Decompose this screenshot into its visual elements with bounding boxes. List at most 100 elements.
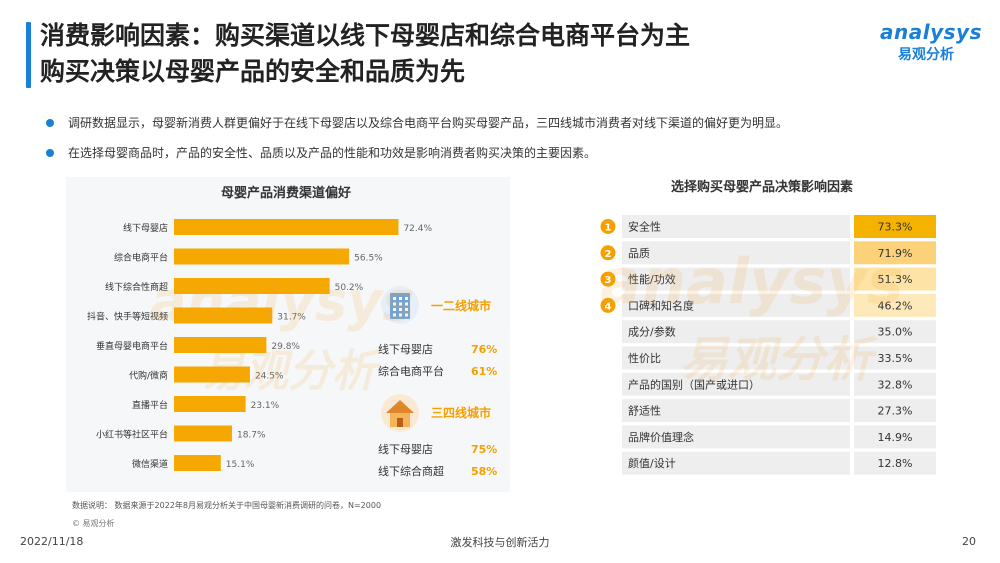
icon-window xyxy=(405,308,408,311)
factor-label: 舒适性 xyxy=(628,404,661,418)
chart-title: 母婴产品消费渠道偏好 xyxy=(221,185,351,201)
bar xyxy=(174,219,399,235)
bar xyxy=(174,307,273,324)
page-number: 20 xyxy=(962,535,976,548)
tick-label: 综合电商平台 xyxy=(114,252,168,264)
value-cell-bg xyxy=(854,267,936,291)
value-cell-bg xyxy=(854,346,936,370)
callout-row-label: 综合电商平台 xyxy=(378,364,444,378)
value-cell-bg xyxy=(854,399,936,423)
bullet-item: 在选择母婴商品时，产品的安全性、品质以及产品的性能和功效是影响消费者购买决策的主… xyxy=(46,144,788,174)
factor-label: 性能/功效 xyxy=(628,272,676,286)
table-row-bg xyxy=(622,346,850,370)
callout-title: 三四线城市 xyxy=(431,405,491,420)
data-label: 15.1% xyxy=(226,460,255,470)
bar xyxy=(174,337,267,353)
data-label: 23.1% xyxy=(251,401,280,411)
factor-value: 33.5% xyxy=(878,352,913,365)
data-label: 50.2% xyxy=(335,283,364,293)
value-cell-bg xyxy=(854,425,936,449)
factor-label: 品质 xyxy=(628,247,650,260)
value-cell-bg xyxy=(854,372,936,396)
callout-row-label: 线下母婴店 xyxy=(378,442,433,456)
copyright: © 易观分析 xyxy=(72,519,115,528)
factor-value: 14.9% xyxy=(878,431,913,444)
factor-value: 32.8% xyxy=(878,378,913,391)
factor-value: 12.8% xyxy=(878,457,913,470)
chart-title: 选择购买母婴产品决策影响因素 xyxy=(671,179,853,195)
factor-label: 品牌价值理念 xyxy=(628,430,694,444)
tick-label: 微信渠道 xyxy=(132,458,168,470)
callout-row-value: 61% xyxy=(471,365,497,378)
rank-badge xyxy=(600,245,616,261)
callout-row-value: 76% xyxy=(471,343,497,356)
bar xyxy=(174,455,221,471)
page-title: 消费影响因素：购买渠道以线下母婴店和综合电商平台为主 购买决策以母婴产品的安全和… xyxy=(40,18,690,90)
icon-door xyxy=(397,418,403,427)
icon-roof xyxy=(386,400,414,413)
rank-number: 2 xyxy=(605,249,612,260)
factor-table-panel: 选择购买母婴产品决策影响因素 1 安全性 73.3% 2 品质 71.9% 3 性能/功效 51.… xyxy=(592,177,942,492)
page-title-line1: 消费影响因素：购买渠道以线下母婴店和综合电商平台为主 xyxy=(40,21,691,50)
bullet-item: 调研数据显示，母婴新消费人群更偏好于在线下母婴店以及综合电商平台购买母婴产品，三… xyxy=(46,114,788,144)
table-row-bg xyxy=(622,320,850,344)
icon-window xyxy=(393,308,396,311)
table-row-bg xyxy=(622,241,850,265)
icon-window xyxy=(405,313,408,317)
icon-window xyxy=(393,297,396,300)
callout-row-value: 75% xyxy=(471,443,497,456)
brand-logo-cn: 易观分析 xyxy=(898,47,954,63)
tick-label: 小红书等社区平台 xyxy=(96,429,168,441)
report-date: 2022/11/18 xyxy=(20,535,84,548)
rank-number: 1 xyxy=(605,223,612,234)
table-row-bg xyxy=(622,399,850,423)
page-title-line2: 购买决策以母婴产品的安全和品质为先 xyxy=(40,57,466,86)
factor-label: 成分/参数 xyxy=(628,325,676,339)
rank-badge xyxy=(600,297,616,313)
icon-window xyxy=(393,313,396,317)
brand-logo: analysys 易观分析 xyxy=(880,20,981,64)
tick-label: 直播平台 xyxy=(132,399,168,411)
factor-value: 35.0% xyxy=(878,326,913,339)
tick-label: 抖音、快手等短视频 xyxy=(87,311,168,323)
tick-label: 线下综合性商超 xyxy=(105,281,168,293)
factor-label: 性价比 xyxy=(628,351,661,365)
factor-label: 产品的国别（国产或进口） xyxy=(628,377,760,391)
callout-row-label: 线下母婴店 xyxy=(378,342,433,356)
tick-label: 代购/微商 xyxy=(129,370,168,382)
bullet-list: 调研数据显示，母婴新消费人群更偏好于在线下母婴店以及综合电商平台购买母婴产品，三… xyxy=(46,114,788,174)
icon-window xyxy=(399,297,402,300)
value-cell-bg xyxy=(854,215,936,238)
data-label: 31.7% xyxy=(277,313,306,323)
factor-label: 颜值/设计 xyxy=(628,457,676,470)
value-cell-bg xyxy=(854,293,936,317)
icon-window xyxy=(393,302,396,306)
title-accent-bar xyxy=(26,22,31,88)
factor-value: 51.3% xyxy=(878,273,913,286)
icon-window xyxy=(405,302,408,306)
table-row-bg xyxy=(622,215,850,238)
icon-window xyxy=(399,302,402,306)
bar xyxy=(174,425,232,442)
value-cell-bg xyxy=(854,451,936,475)
callout-title: 一二线城市 xyxy=(431,298,491,313)
data-label: 72.4% xyxy=(403,224,432,234)
icon-window xyxy=(399,308,402,311)
channel-chart-panel: 母婴产品消费渠道偏好线下母婴店 72.4% 综合电商平台 56.5% 线下综合性商超 50… xyxy=(66,177,510,492)
rank-number: 4 xyxy=(605,301,612,312)
bar xyxy=(174,278,330,294)
factor-value: 46.2% xyxy=(878,299,913,312)
factor-value: 27.3% xyxy=(878,405,913,418)
bar xyxy=(174,366,250,383)
table-row-bg xyxy=(622,425,850,449)
bar xyxy=(174,248,350,265)
house-icon xyxy=(381,394,419,432)
rank-number: 3 xyxy=(605,275,612,286)
table-row-bg xyxy=(622,293,850,317)
value-cell-bg xyxy=(854,320,936,344)
data-label: 56.5% xyxy=(354,254,383,264)
icon-window xyxy=(405,297,408,300)
icon-window xyxy=(399,313,402,317)
factor-value: 71.9% xyxy=(878,247,913,260)
